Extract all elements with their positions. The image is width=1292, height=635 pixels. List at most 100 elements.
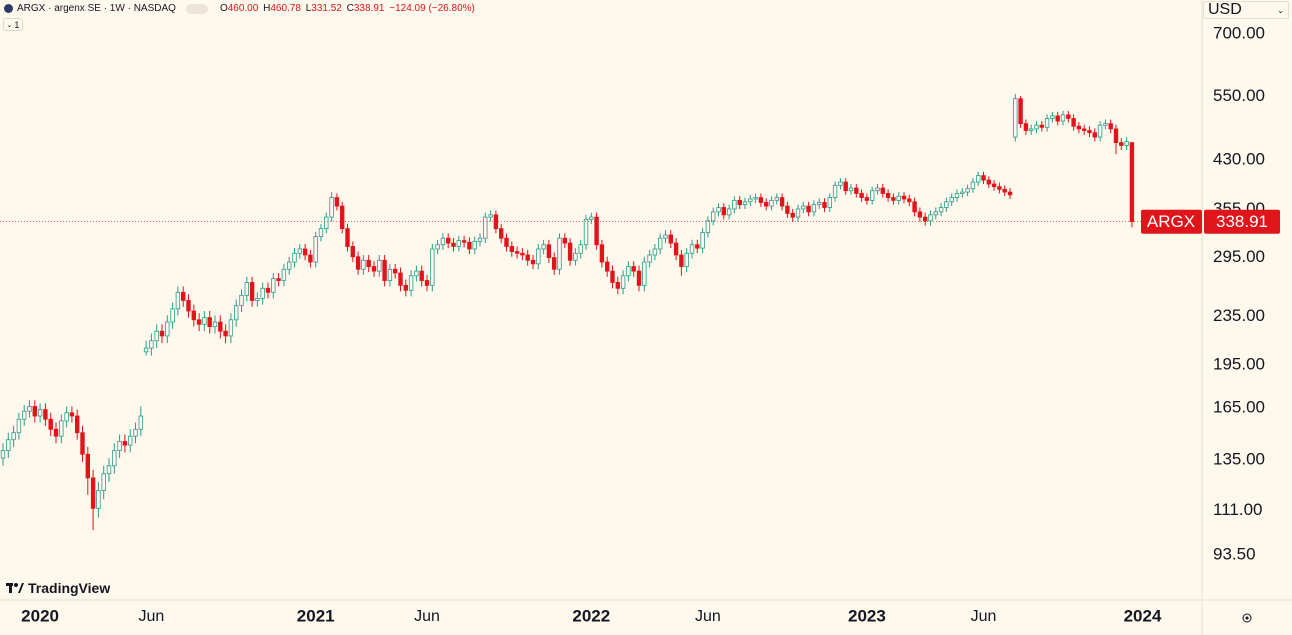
candle-body <box>1050 115 1055 119</box>
candle-body <box>1066 114 1071 119</box>
candle-body <box>1029 128 1034 131</box>
x-tick-label: 2021 <box>297 606 335 625</box>
candle-body <box>620 275 626 289</box>
candle-body <box>578 244 583 254</box>
candle-body <box>440 237 446 246</box>
candle-body <box>90 477 96 509</box>
candle-body <box>361 259 366 270</box>
ohlc-key: L <box>305 3 312 14</box>
candle-body <box>271 278 276 293</box>
price-label-value: 338.91 <box>1216 212 1268 231</box>
candle-body <box>366 259 371 267</box>
candle-body <box>85 453 90 479</box>
brand-name: TradingView <box>28 580 111 596</box>
candle-body <box>642 261 647 286</box>
candle-body <box>631 266 636 272</box>
y-tick-label: 135.00 <box>1213 449 1265 468</box>
candle-body <box>281 268 287 281</box>
candle-body <box>1097 124 1103 138</box>
candle-body <box>923 216 928 222</box>
candle-body <box>573 252 578 261</box>
candle-body <box>260 287 265 299</box>
candle-body <box>822 202 827 208</box>
candle-body <box>1071 118 1076 127</box>
candle-body <box>249 282 255 301</box>
candle-body <box>976 175 981 183</box>
candle-body <box>907 198 912 203</box>
candle-body <box>329 197 334 218</box>
candle-body <box>748 198 753 203</box>
candle-body <box>461 240 467 243</box>
candle-body <box>605 261 610 272</box>
brand: TradingView <box>6 580 110 596</box>
y-tick-label: 550.00 <box>1213 86 1265 105</box>
candle-body <box>1060 114 1066 122</box>
candle-body <box>403 284 408 291</box>
candle-body <box>239 294 244 307</box>
candle-body <box>21 410 27 420</box>
candle-body <box>1034 124 1039 130</box>
y-tick-label: 195.00 <box>1213 354 1265 373</box>
candle-body <box>509 246 514 252</box>
candle-body <box>1023 123 1029 131</box>
candle-body <box>583 218 589 246</box>
symbol[interactable]: ARGX · argenx SE · 1W · NASDAQ <box>17 3 176 14</box>
candle-body <box>302 248 308 256</box>
candle-body <box>1082 128 1087 131</box>
ohlc-value: 338.91 <box>353 3 385 14</box>
candle-body <box>700 232 705 249</box>
candle-body <box>59 420 64 437</box>
pane-toggle[interactable]: ⌄ 1 <box>3 18 23 31</box>
candle-body <box>854 187 859 194</box>
candle-body <box>143 347 149 353</box>
candle-body <box>938 207 944 213</box>
candle-body <box>228 319 234 337</box>
candle-body <box>626 266 631 277</box>
reset-icon[interactable] <box>1242 613 1252 623</box>
candle-body <box>1113 128 1119 144</box>
candle-body <box>308 254 313 263</box>
ohlc-value: 331.52 <box>311 3 342 14</box>
x-tick-label: Jun <box>414 608 440 625</box>
candle-body <box>419 270 424 281</box>
candle-body <box>75 415 80 434</box>
candle-body <box>832 184 838 198</box>
candle-body <box>552 257 557 270</box>
candle-body <box>785 205 790 214</box>
candle-body <box>392 268 398 274</box>
candle-body <box>954 193 960 198</box>
candle-body <box>101 473 106 491</box>
candle-body <box>382 259 387 281</box>
price-label-bg <box>1141 209 1202 234</box>
candle-body <box>350 246 355 258</box>
candle-body <box>345 228 350 247</box>
candle-body <box>870 190 875 201</box>
candle-body <box>615 282 620 289</box>
candle-body <box>753 197 758 200</box>
x-tick-label: Jun <box>695 608 721 625</box>
candle-body <box>732 199 737 210</box>
candle-body <box>154 330 159 342</box>
candle-body <box>371 266 377 272</box>
candle-body <box>536 248 541 265</box>
candle-body <box>212 321 218 327</box>
candle-body <box>53 428 59 437</box>
candle-body <box>880 187 885 194</box>
candle-body <box>165 321 170 337</box>
candle-body <box>801 205 806 210</box>
currency-select[interactable]: USD ⌄ <box>1203 1 1289 19</box>
candle-body <box>430 248 435 286</box>
candle-body <box>445 237 451 244</box>
candle-body <box>286 261 292 270</box>
candle-body <box>1007 191 1013 196</box>
candle-body <box>0 450 6 459</box>
x-tick-label: 2020 <box>21 606 59 625</box>
candle-body <box>16 418 22 434</box>
visibility-toggle[interactable] <box>185 3 208 14</box>
candle-body <box>27 406 32 412</box>
candle-body <box>334 197 340 207</box>
candle-body <box>175 291 181 310</box>
candle-body <box>472 241 477 250</box>
